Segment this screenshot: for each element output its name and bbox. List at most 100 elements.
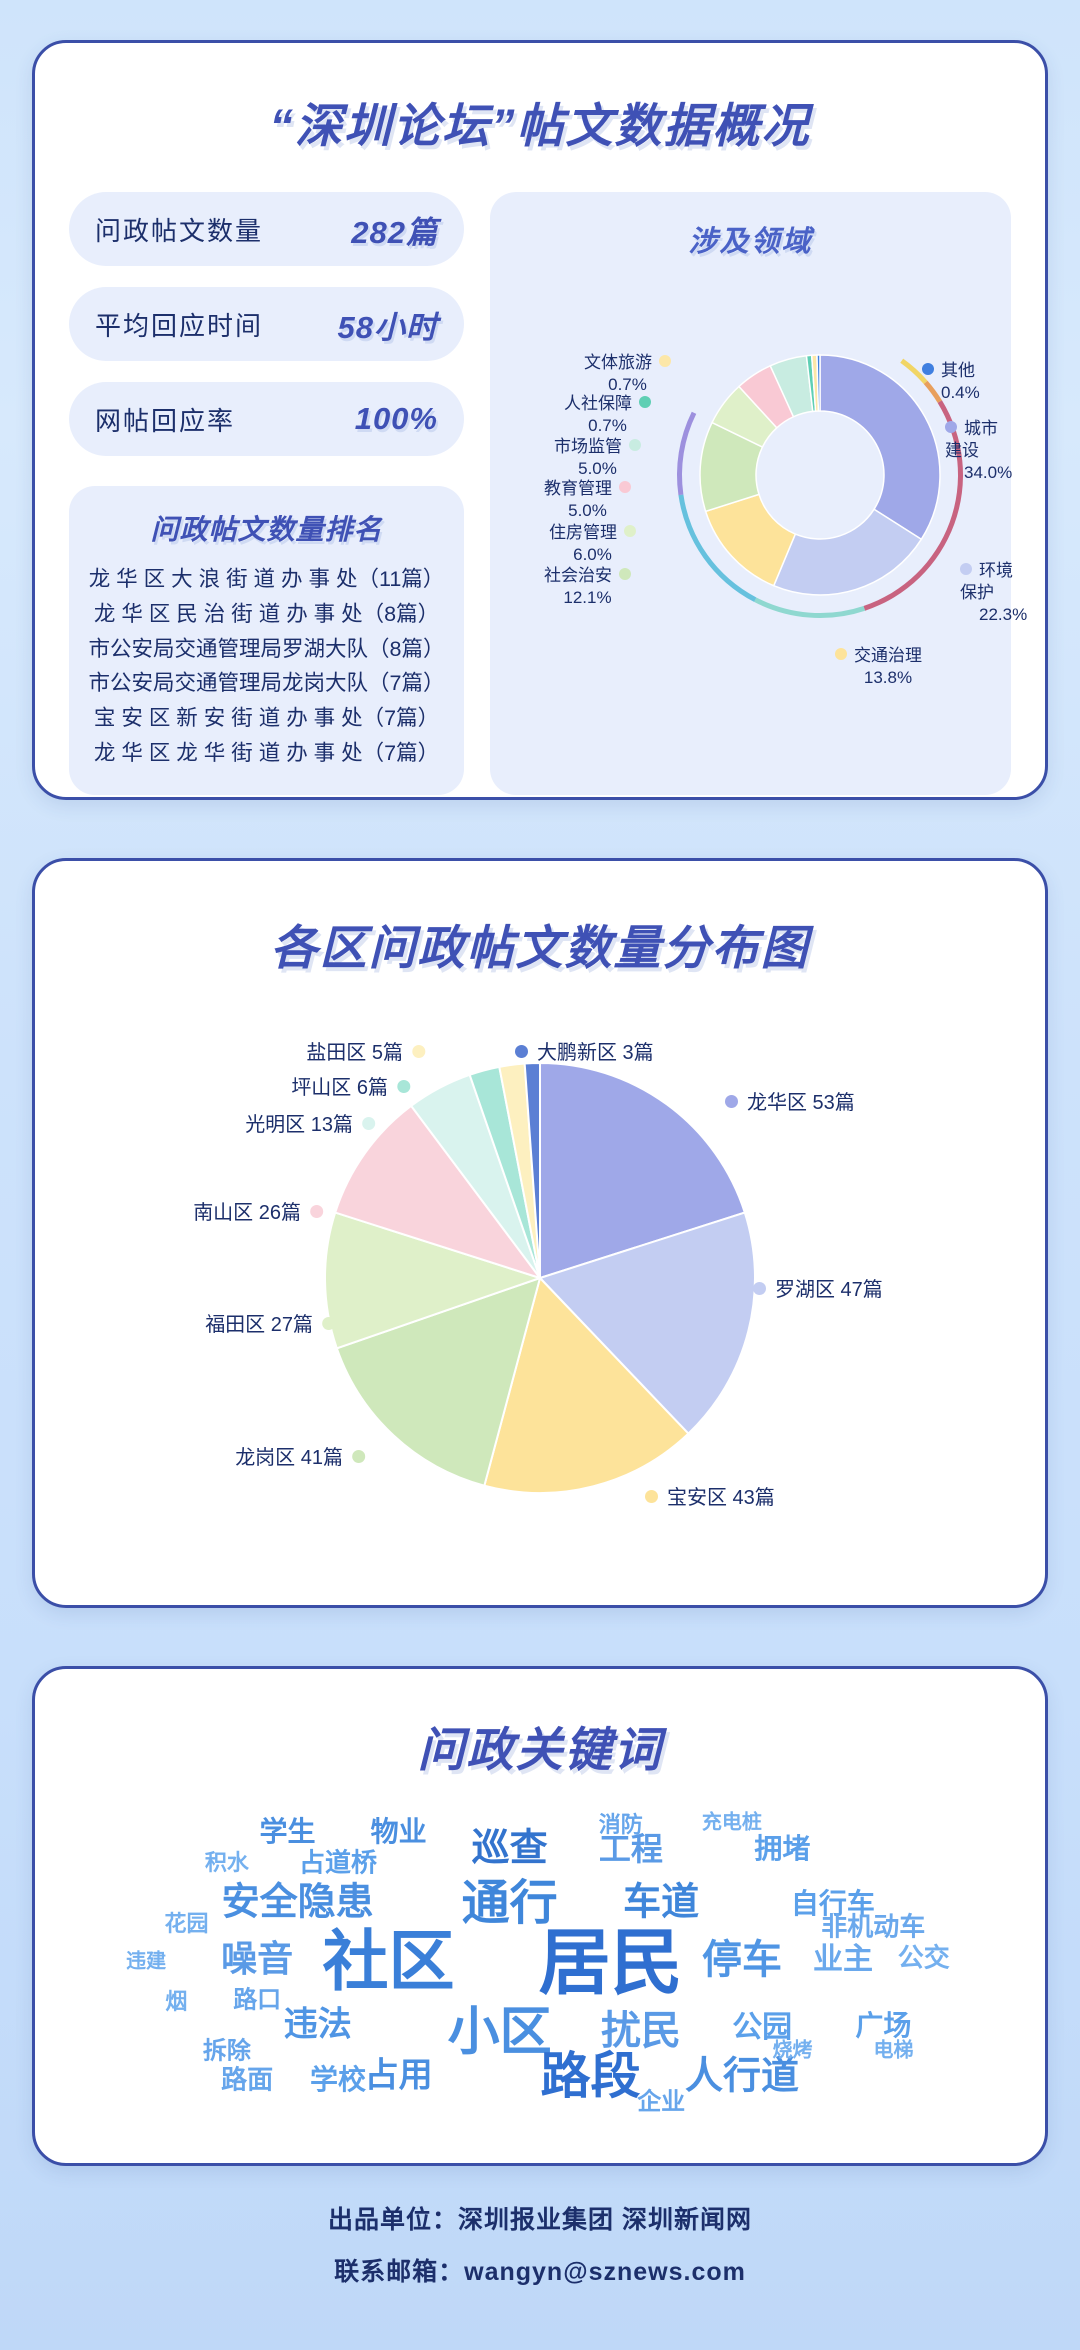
cloud-word: 违建 [126,1950,167,1973]
legend-dot [624,525,636,537]
cloud-word: 占用 [364,2056,433,2095]
word-cloud: 居民 社区 小区 路段 通行 安全隐患 停车 扰民 车道 人行道 噪音 巡查 违法 占用 公园 业主 工程 自行车… [35,1786,1045,2126]
ranking-row-name: 市公安局交通管理局罗湖大队 [88,636,369,661]
stat-pill-response-time: 平均回应时间 58小时 [69,287,464,361]
donut-label-name: 文体旅游 [584,353,652,372]
donut-outer-ring-segment [923,380,942,403]
cloud-word: 烧烤 [772,2039,813,2062]
ranking-row: 龙 华 区 龙 华 街 道 办 事 处（7篇） [69,736,464,771]
district-pie-chart: 龙华区 53篇 罗湖区 47篇 宝安区 43篇 龙岗区 41篇 福田区 27篇 南山区 2… [35,978,1045,1618]
ranking-row-name: 市公安局交通管理局龙岗大队 [88,671,369,696]
donut-label-name: 市场监管 [554,437,622,456]
legend-dot [362,1117,375,1130]
cloud-word: 居民 [538,1923,683,2004]
ranking-row: 市公安局交通管理局龙岗大队（7篇） [69,666,464,701]
donut-label-value: 6.0% [573,544,612,564]
legend-dot [619,568,631,580]
donut-label-value: 5.0% [568,500,607,520]
overview-body: 问政帖文数量 282篇 平均回应时间 58小时 网帖回应率 100% 问政帖文数… [35,156,1045,795]
cloud-word: 扰民 [601,2009,681,2054]
pie-label-text: 南山区 26篇 [193,1202,301,1224]
cloud-word: 物业 [370,1816,427,1848]
stat-pill-response-rate: 网帖回应率 100% [69,382,464,456]
stat-value: 58小时 [337,309,438,345]
pie-slice [483,1276,690,1494]
donut-label: 教育管理 5.0% [544,478,631,522]
legend-dot [515,1045,528,1058]
legend-dot [922,363,934,375]
district-title: 各区问政帖文数量分布图 [270,921,810,974]
cloud-word: 广场 [855,2010,912,2041]
cloud-word: 非机动车 [821,1911,926,1942]
pie-label: 坪山区 6篇 [291,1071,410,1100]
ranking-title: 问政帖文数量排名 [150,514,383,545]
page-title: “深圳论坛”帖文数据概况 [269,99,811,152]
cloud-word: 噪音 [221,1938,294,1979]
donut-label-name: 住房管理 [549,523,617,542]
donut-label: 社会治安 12.1% [544,565,631,609]
ranking-row-count: （11篇） [357,567,445,591]
pie-slice [523,1061,541,1279]
ranking-row-name: 龙 华 区 大 浪 街 道 办 事 处 [88,567,358,591]
footer-email: 联系邮箱：wangyn@sznews.com [334,2258,746,2286]
pie-label: 罗湖区 47篇 [753,1273,883,1302]
legend-dot [835,648,847,660]
pie-label: 大鹏新区 3篇 [515,1036,654,1065]
ranking-row: 龙 华 区 大 浪 街 道 办 事 处（11篇） [69,562,464,597]
cloud-word: 安全隐患 [221,1881,374,1924]
legend-dot [322,1317,335,1330]
footer: 出品单位：深圳报业集团 深圳新闻网 联系邮箱：wangyn@sznews.com [32,2200,1048,2288]
cloud-word: 路段 [540,2047,641,2104]
stat-label: 平均回应时间 [95,310,264,341]
cloud-word: 路口 [233,1986,282,2014]
ranking-card: 问政帖文数量排名 龙 华 区 大 浪 街 道 办 事 处（11篇）龙 华 区 民… [69,486,464,795]
cloud-word: 通行 [461,1877,558,1931]
pie-slice [324,1211,544,1350]
ranking-row: 宝 安 区 新 安 街 道 办 事 处（7篇） [69,701,464,736]
pie-label-text: 罗湖区 47篇 [775,1279,883,1301]
ranking-row: 龙 华 区 民 治 街 道 办 事 处（8篇） [69,597,464,632]
pie-label: 龙华区 53篇 [725,1086,855,1115]
donut-label-value: 12.1% [563,587,612,607]
cloud-word: 自行车 [790,1887,875,1919]
legend-dot [725,1095,738,1108]
pie-label: 宝安区 43篇 [645,1481,775,1510]
cloud-word: 学生 [259,1816,316,1848]
legend-dot [753,1282,766,1295]
stat-value: 100% [354,401,438,436]
legend-dot [960,563,972,575]
pie-slice [539,1061,747,1280]
donut-label: 交通治理 13.8% [835,645,922,689]
cloud-word: 小区 [447,2003,552,2062]
donut-slice [772,508,923,596]
donut-outer-ring-segment [754,597,866,618]
donut-label-name: 城市建设 [945,419,998,460]
cloud-word: 公交 [897,1942,950,1973]
legend-dot [639,396,651,408]
donut-label: 住房管理 6.0% [549,522,636,566]
legend-dot [945,421,957,433]
ranking-list: 龙 华 区 大 浪 街 道 办 事 处（11篇）龙 华 区 民 治 街 道 办 … [69,562,464,771]
pie-label-text: 福田区 27篇 [205,1314,313,1336]
donut-label-name: 交通治理 [854,646,922,665]
donut-label-value: 0.4% [941,382,980,402]
cloud-word: 路面 [221,2064,274,2095]
cloud-word: 占道桥 [298,1847,378,1878]
donut-outer-ring-segment [900,358,928,385]
legend-dot [619,481,631,493]
stat-value: 282篇 [351,214,438,250]
donut-label-value: 13.8% [863,667,913,687]
pie-label-text: 光明区 13篇 [245,1114,353,1136]
stat-label: 问政帖文数量 [95,215,264,246]
pie-slice [335,1276,542,1487]
pie-label: 盐田区 5篇 [306,1036,425,1065]
donut-slice [819,354,941,541]
ranking-row-name: 龙 华 区 龙 华 街 道 办 事 处 [93,741,363,766]
cloud-word: 业主 [813,1943,873,1976]
legend-dot [629,439,641,451]
cloud-word: 人行道 [684,2055,800,2098]
legend-dot [412,1045,425,1058]
legend-dot [352,1450,365,1463]
ranking-row-count: （7篇） [368,671,445,696]
